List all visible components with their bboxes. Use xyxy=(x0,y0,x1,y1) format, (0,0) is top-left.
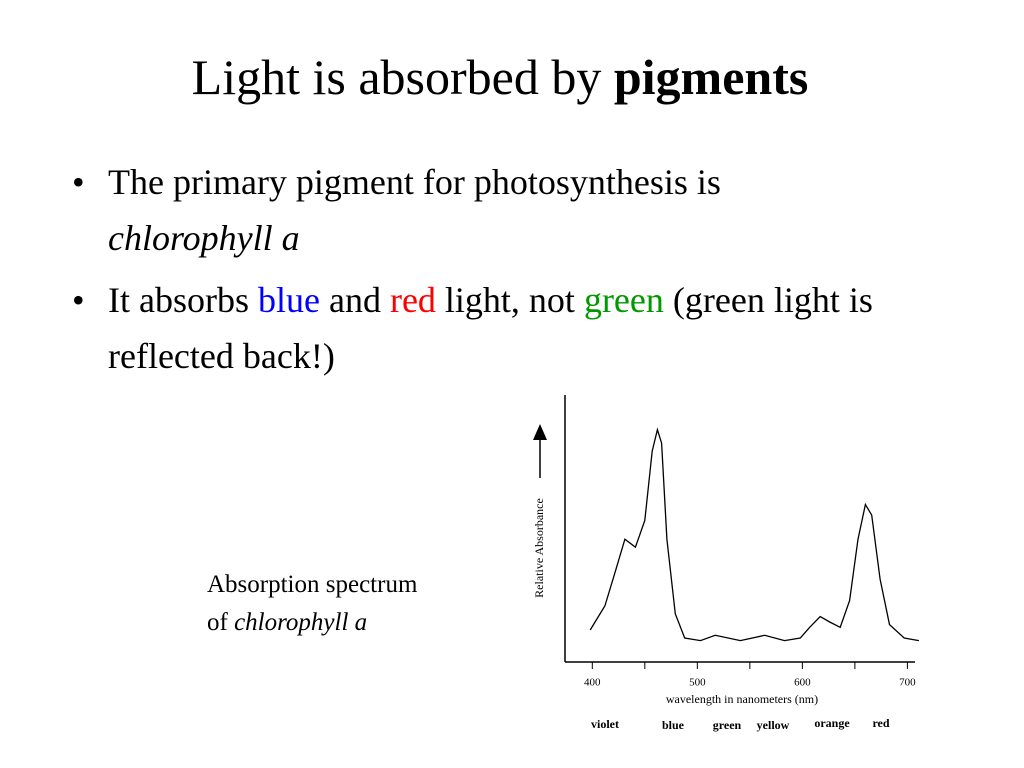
color-band-label: green xyxy=(713,718,742,732)
caption: Absorption spectrum of chlorophyll a xyxy=(207,566,417,642)
bullet-blue: blue xyxy=(257,280,320,320)
slide-title: Light is absorbed by pigments xyxy=(0,48,1000,106)
bullet-green: green xyxy=(583,280,664,320)
caption-line: Absorption spectrum xyxy=(207,571,418,598)
x-tick-label: 700 xyxy=(899,677,916,689)
spectrum-line xyxy=(589,427,920,642)
y-arrow-head xyxy=(533,424,547,440)
caption-of: of xyxy=(207,609,228,636)
bullet-text: light, not xyxy=(444,280,575,320)
title-text: Light is absorbed by xyxy=(191,49,602,105)
caption-name: chlorophyll a xyxy=(234,609,368,636)
x-tick-label: 500 xyxy=(689,677,706,689)
color-band-label: yellow xyxy=(757,718,790,732)
title-bold: pigments xyxy=(613,49,809,105)
color-band-label: violet xyxy=(591,717,619,731)
y-axis-label: Relative Absorbance xyxy=(532,498,546,598)
bullet-text: It absorbs xyxy=(108,280,249,320)
color-band-label: orange xyxy=(814,716,850,730)
bullet-red: red xyxy=(389,280,436,320)
bullet-text: The primary pigment for photosynthesis i… xyxy=(108,162,721,202)
bullet-italic: chlorophyll a xyxy=(108,218,300,258)
color-band-label: blue xyxy=(662,718,685,732)
color-band-label: red xyxy=(872,716,889,730)
x-tick-label: 600 xyxy=(794,677,811,689)
bullet-text: and xyxy=(328,280,381,320)
x-axis-label: wavelength in nanometers (nm) xyxy=(666,692,818,706)
bullet-text: (green light is reflected back!) xyxy=(108,280,873,376)
bullet: • The primary pigment for photosynthesis … xyxy=(72,162,721,258)
x-tick-label: 400 xyxy=(584,677,601,689)
bullet: • It absorbs blue and red light, not gree… xyxy=(72,280,873,376)
